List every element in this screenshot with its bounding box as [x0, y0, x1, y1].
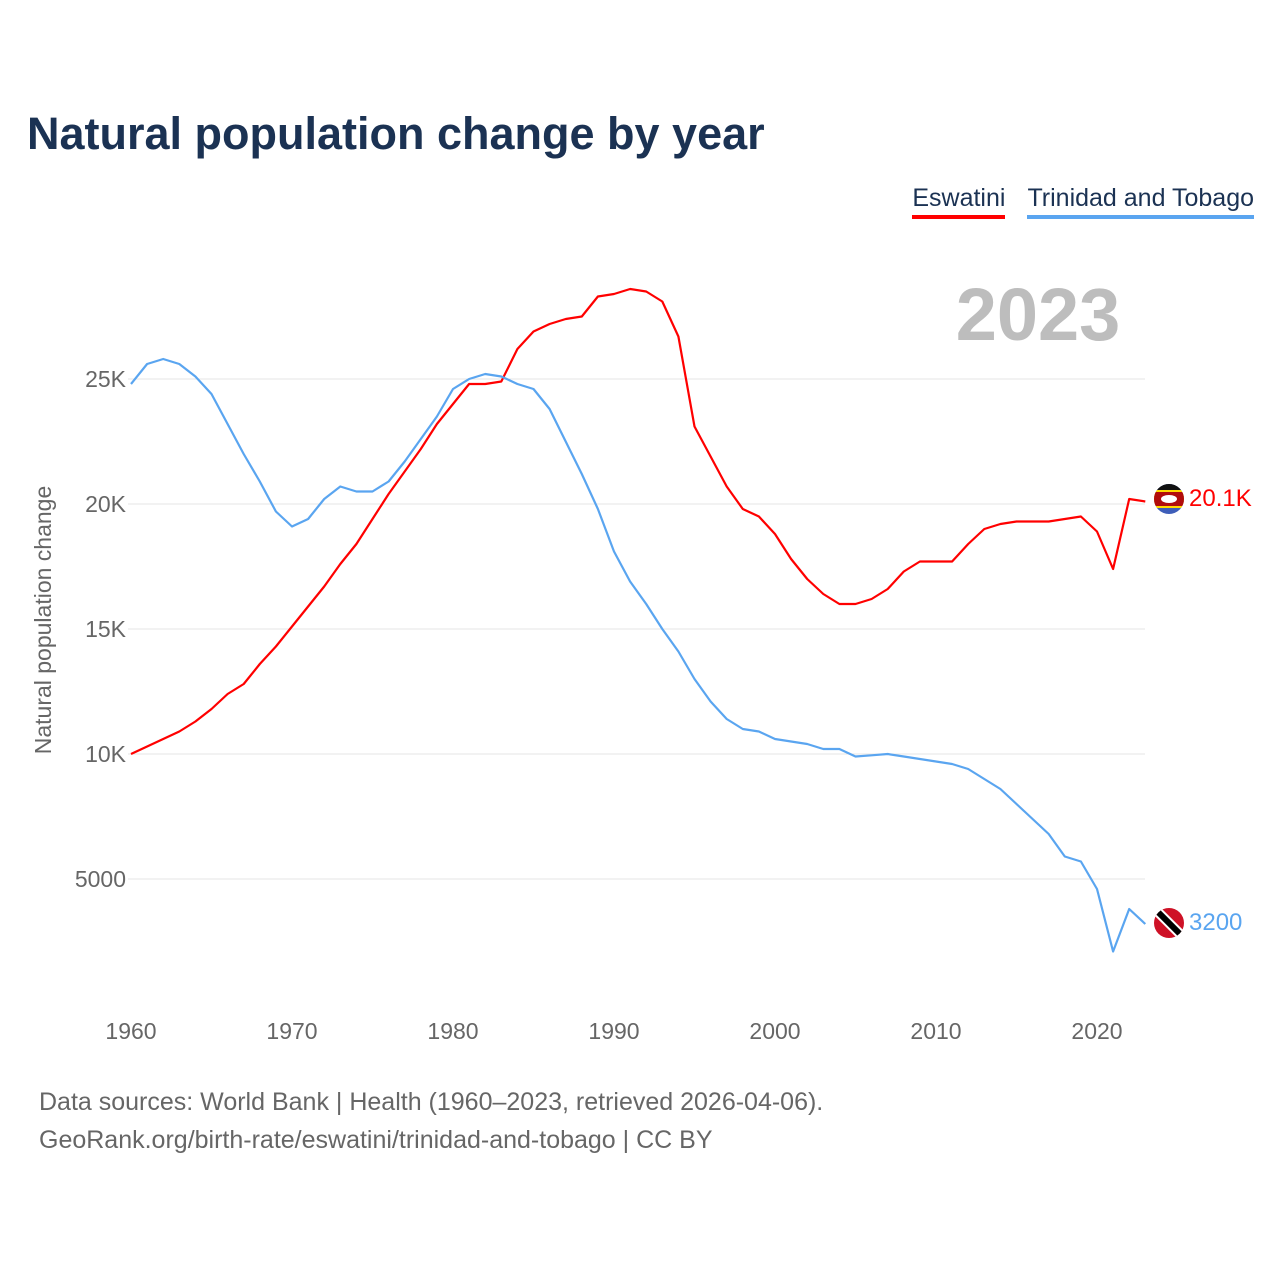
series-line-trinidad[interactable]: [130, 357, 1147, 953]
y-tick-label: 20K: [85, 491, 127, 517]
end-label-trinidad: 3200: [1189, 909, 1242, 936]
series-line-eswatini[interactable]: [130, 287, 1146, 755]
y-tick-label: 5000: [75, 866, 126, 892]
year-display: 2023: [956, 273, 1121, 356]
flag-trinidad-icon: [1154, 908, 1184, 938]
x-tick-label: 2010: [910, 1018, 961, 1044]
flag-eswatini-icon: [1154, 484, 1184, 514]
y-tick-label: 25K: [85, 366, 127, 392]
y-tick-label: 10K: [85, 741, 127, 767]
x-tick-label: 1960: [105, 1018, 156, 1044]
x-tick-label: 1990: [588, 1018, 639, 1044]
x-tick-label: 2020: [1071, 1018, 1122, 1044]
y-tick-label: 15K: [85, 616, 127, 642]
x-tick-label: 1970: [266, 1018, 317, 1044]
chart-title: Natural population change by year: [27, 108, 765, 159]
source-line-1: Data sources: World Bank | Health (1960–…: [39, 1088, 824, 1116]
x-tick-label: 2000: [749, 1018, 800, 1044]
source-line-2[interactable]: GeoRank.org/birth-rate/eswatini/trinidad…: [39, 1126, 713, 1154]
legend-item-trinidad[interactable]: Trinidad and Tobago: [1027, 184, 1254, 219]
legend: Eswatini Trinidad and Tobago: [912, 184, 1254, 219]
y-axis-title: Natural population change: [30, 486, 56, 755]
end-label-eswatini: 20.1K: [1189, 485, 1252, 512]
legend-item-eswatini[interactable]: Eswatini: [912, 184, 1006, 219]
x-tick-label: 1980: [427, 1018, 478, 1044]
